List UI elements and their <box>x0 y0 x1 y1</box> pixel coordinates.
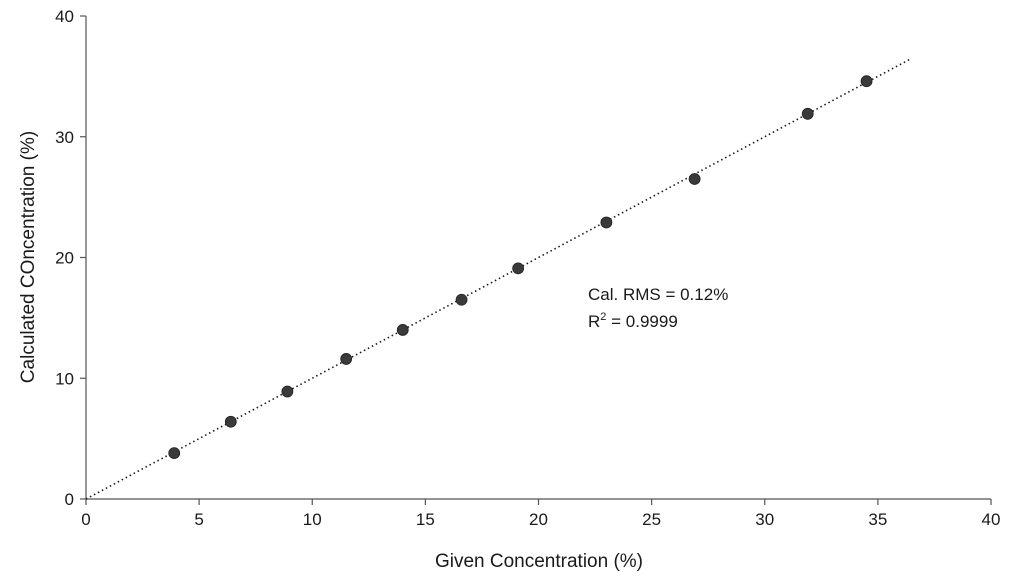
x-tick-label: 35 <box>868 510 887 529</box>
x-tick-label: 10 <box>303 510 322 529</box>
r2-annotation: R2 = 0.9999 <box>588 311 678 331</box>
data-point <box>396 324 409 336</box>
rms-annotation: Cal. RMS = 0.12% <box>588 285 728 304</box>
y-tick-label: 40 <box>55 7 74 26</box>
y-tick-label: 30 <box>55 128 74 147</box>
y-tick-label: 20 <box>55 249 74 268</box>
data-point <box>455 293 468 306</box>
data-point <box>512 262 525 275</box>
data-point <box>168 447 181 460</box>
data-point <box>801 107 814 120</box>
x-axis-title: Given Concentration (%) <box>435 551 643 572</box>
x-axis-ticks: 0 5 10 15 20 25 30 35 40 <box>81 499 1000 529</box>
data-point <box>281 385 294 398</box>
data-point <box>688 173 701 185</box>
x-tick-label: 0 <box>81 510 90 529</box>
r2-superscript: 2 <box>600 311 606 323</box>
r2-prefix: R <box>588 312 600 331</box>
y-axis-title: Calculated COncentration (%) <box>18 131 39 383</box>
data-point <box>340 353 353 365</box>
data-points <box>168 75 873 460</box>
x-tick-label: 40 <box>982 510 1001 529</box>
data-point <box>860 75 873 88</box>
r2-value: = 0.9999 <box>606 312 677 331</box>
x-tick-label: 25 <box>642 510 661 529</box>
x-tick-label: 20 <box>529 510 548 529</box>
y-tick-label: 0 <box>65 490 74 509</box>
data-point <box>600 216 613 229</box>
trendline <box>85 57 913 500</box>
data-point <box>224 415 237 428</box>
x-tick-label: 15 <box>416 510 435 529</box>
y-axis-ticks: 0 10 20 30 40 <box>55 7 86 509</box>
x-tick-label: 5 <box>194 510 203 529</box>
x-tick-label: 30 <box>755 510 774 529</box>
y-tick-label: 10 <box>55 369 74 388</box>
